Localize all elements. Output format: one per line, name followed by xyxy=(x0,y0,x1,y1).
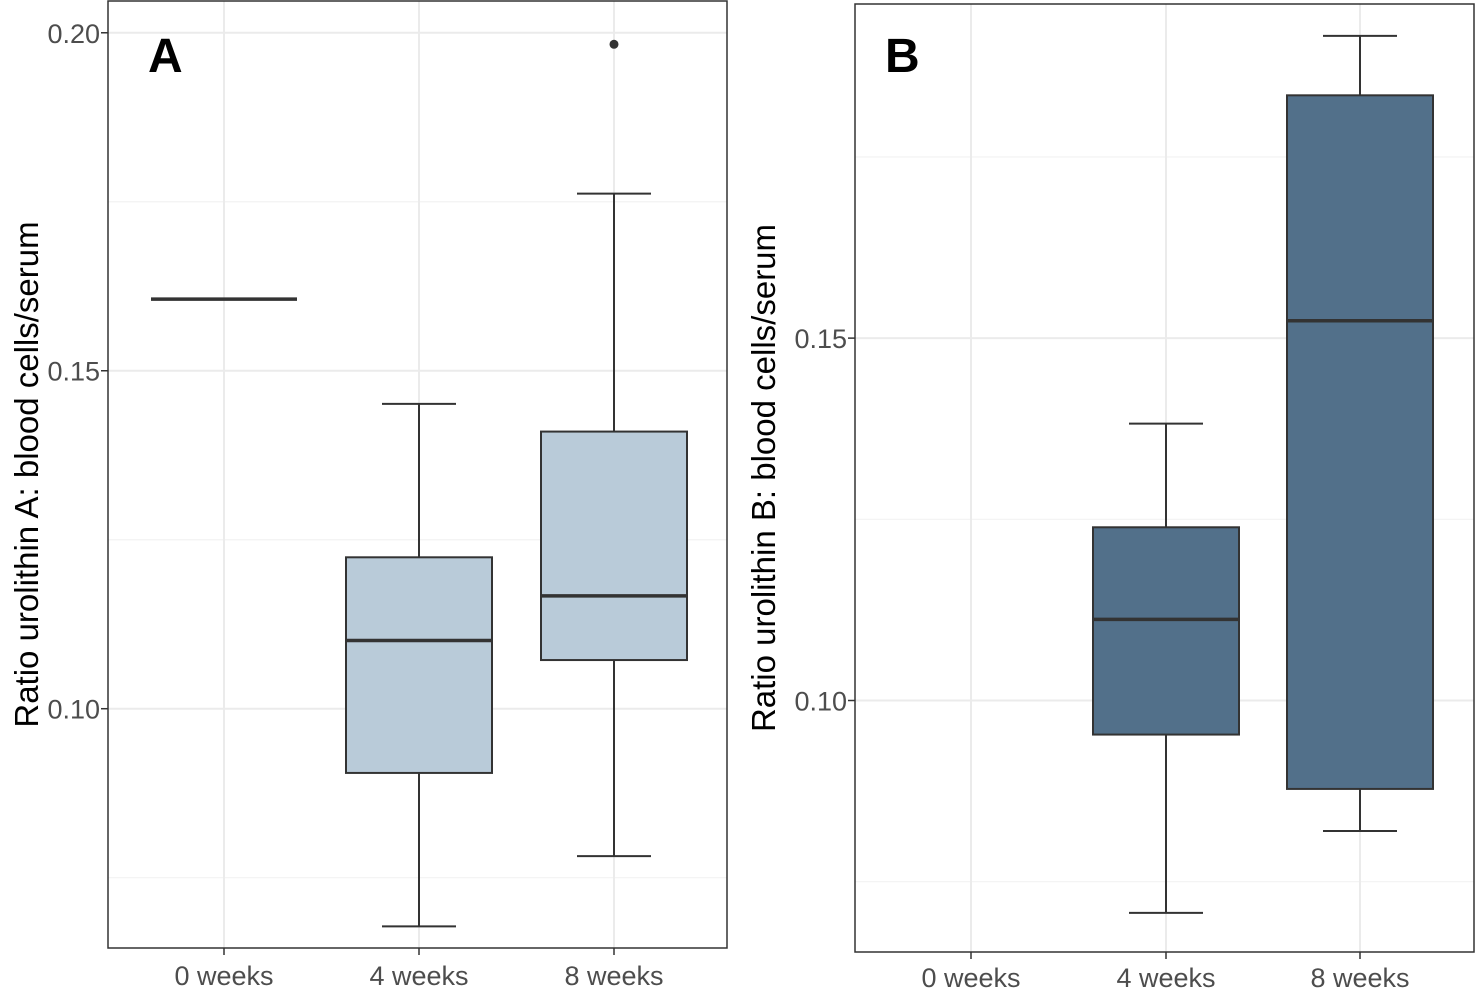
x-tick-label: 4 weeks xyxy=(1116,963,1215,988)
y-tick-label: 0.10 xyxy=(47,695,100,725)
y-tick-label: 0.20 xyxy=(47,19,100,49)
x-tick-label: 4 weeks xyxy=(369,961,468,988)
box-iqr xyxy=(540,430,688,662)
outlier-point xyxy=(609,39,619,49)
x-tick-label: 0 weeks xyxy=(174,961,273,988)
x-tick-label: 8 weeks xyxy=(564,961,663,988)
y-axis-title: Ratio urolithin A: blood cells/serum xyxy=(8,221,45,727)
box-iqr xyxy=(345,556,493,774)
y-tick-label: 0.10 xyxy=(794,687,847,717)
panel-border xyxy=(107,0,728,949)
x-tick-label: 0 weeks xyxy=(921,963,1020,988)
y-axis-title: Ratio urolithin B: blood cells/serum xyxy=(745,224,782,732)
y-tick-label: 0.15 xyxy=(794,324,847,354)
box-iqr xyxy=(1092,526,1240,736)
y-tick-label: 0.15 xyxy=(47,357,100,387)
box-iqr xyxy=(1286,94,1434,790)
panel-label: A xyxy=(148,30,183,83)
x-tick-label: 8 weeks xyxy=(1310,963,1409,988)
panel-border xyxy=(854,3,1475,953)
panel-label: B xyxy=(885,30,920,83)
